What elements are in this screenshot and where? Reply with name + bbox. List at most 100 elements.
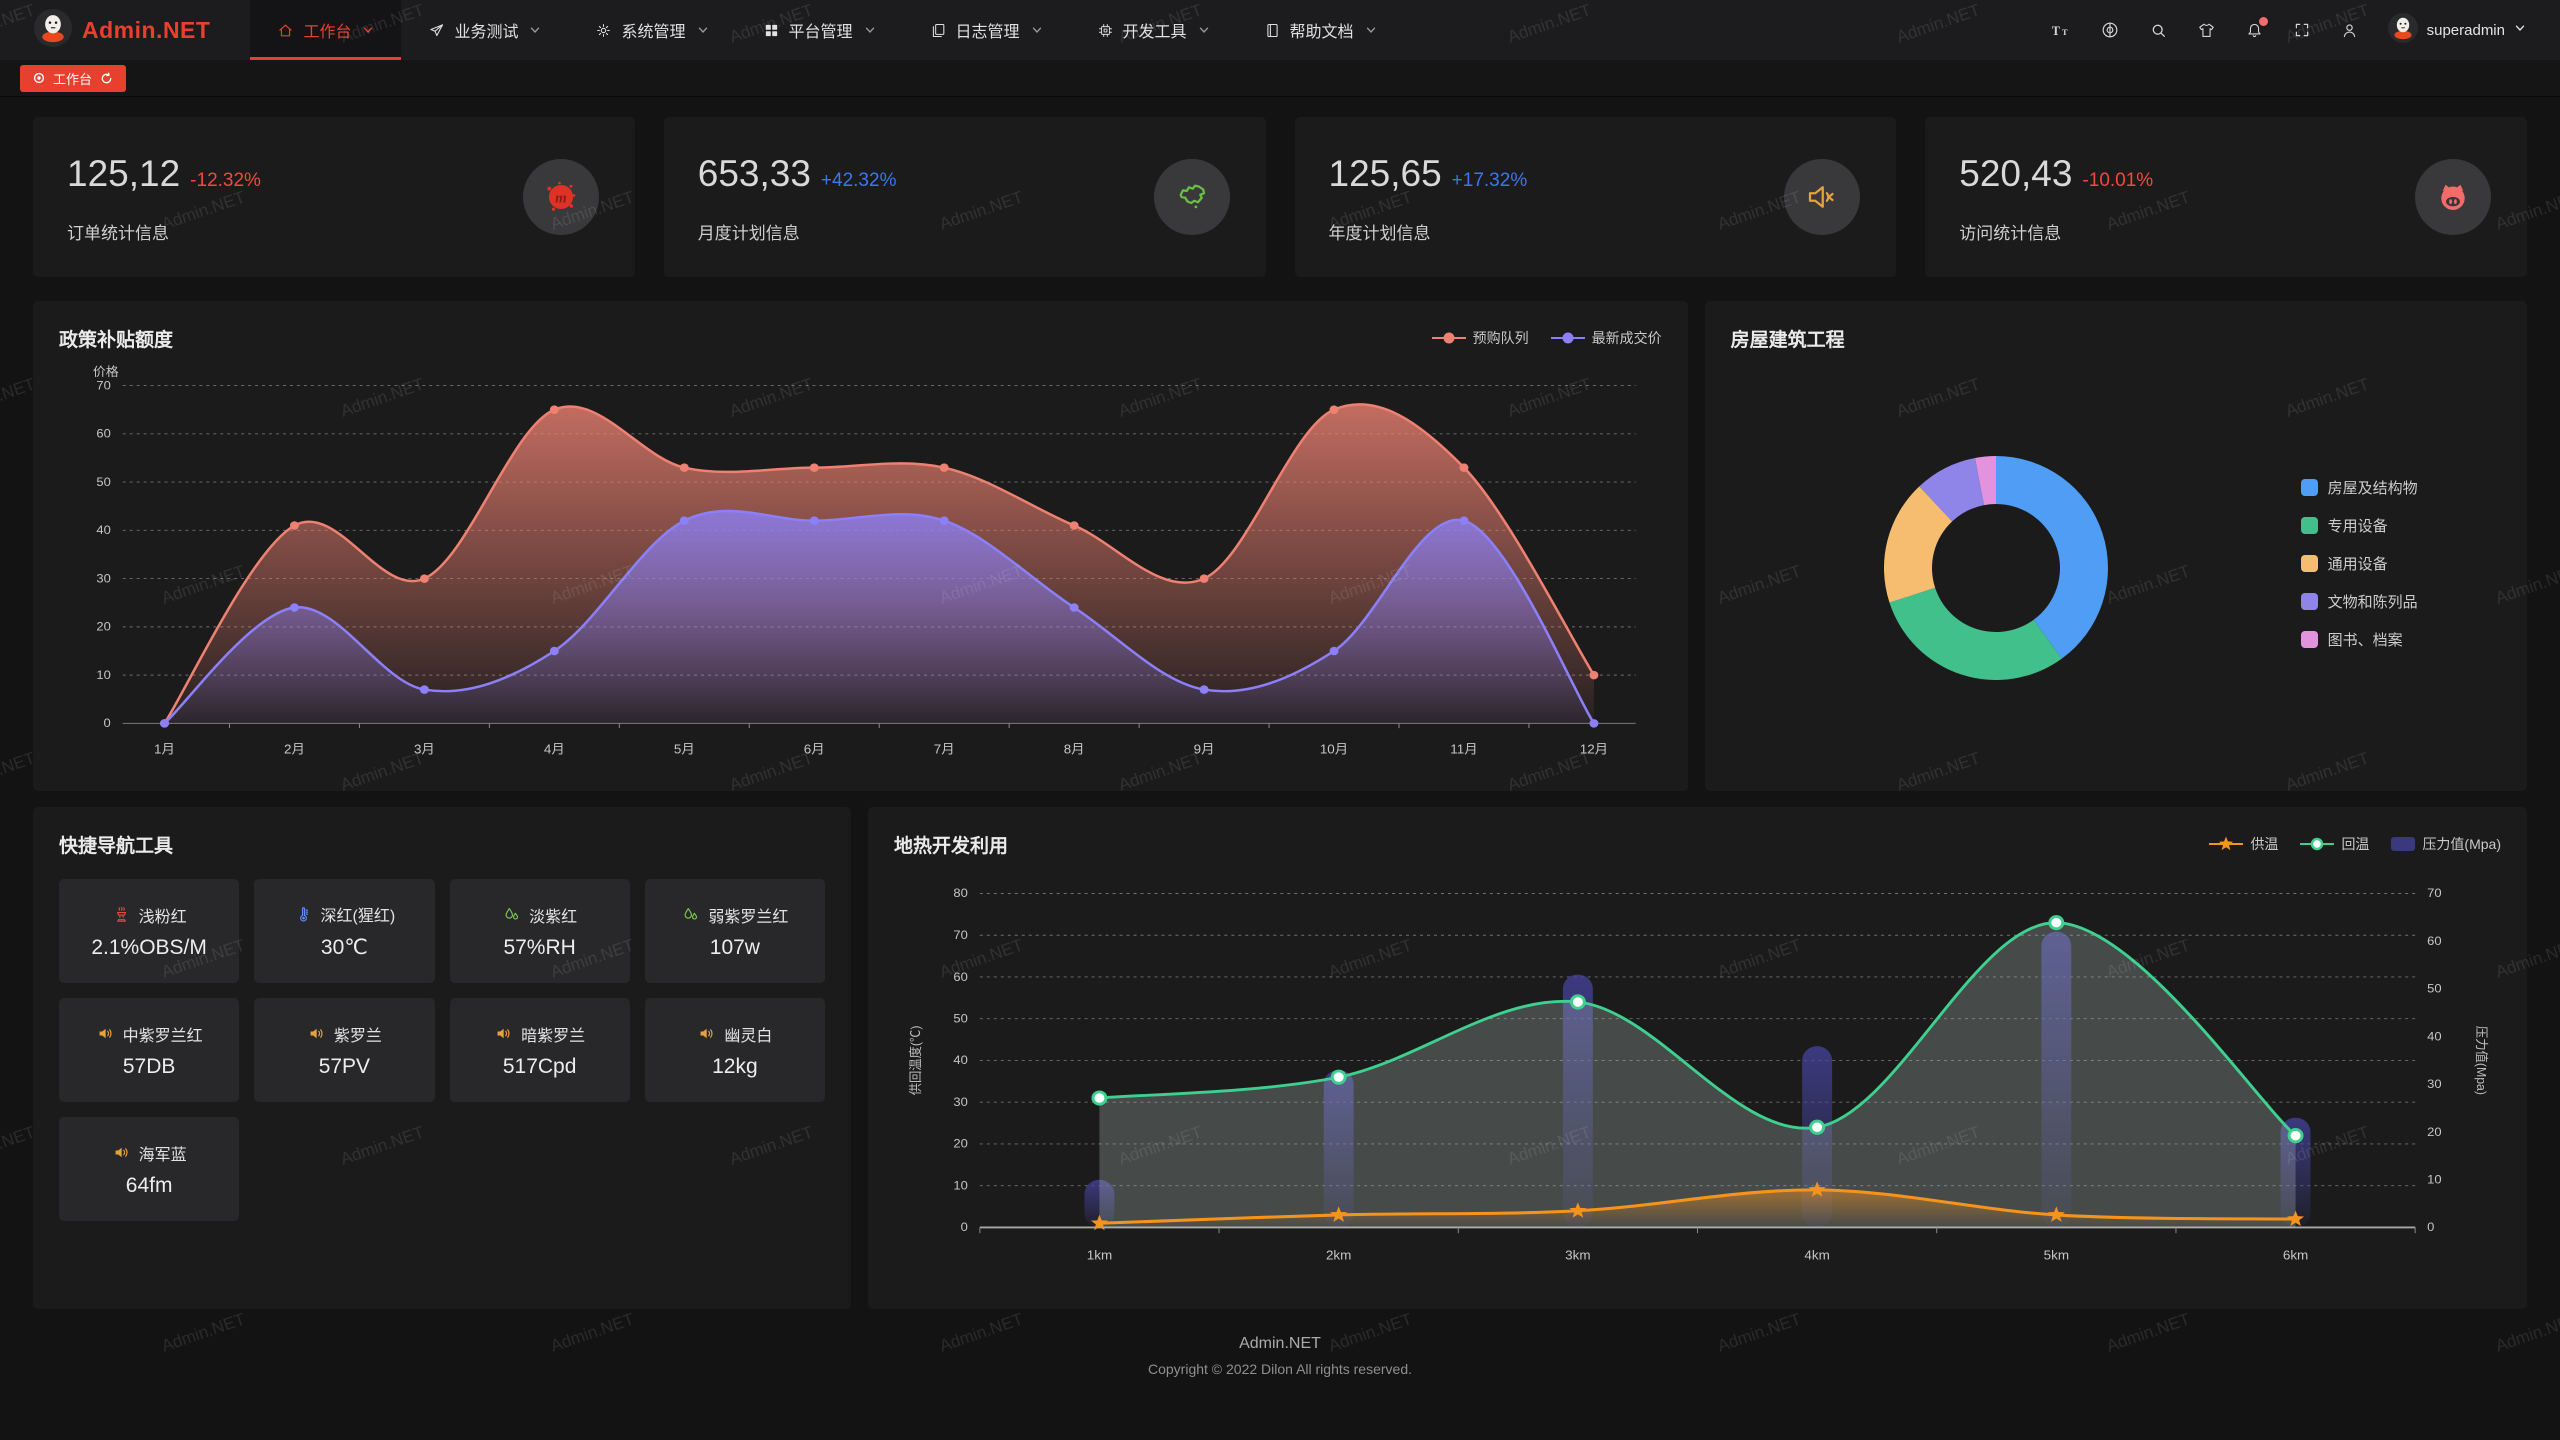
stat-value: 125,65 — [1328, 153, 1442, 194]
theme-icon[interactable] — [2197, 21, 2216, 40]
stat-card: 653,33 +42.32% 月度计划信息 — [663, 117, 1266, 277]
svg-text:5km: 5km — [2044, 1248, 2069, 1263]
nav-item-2[interactable]: 系统管理 — [568, 0, 735, 60]
chevron-down-icon — [697, 24, 709, 36]
geothermal-chart[interactable]: 0 10 20 30 40 50 60 70 80 0 10 20 30 40 50 60 70 1km 2km 3k… — [894, 865, 2501, 1273]
quick-nav-card[interactable]: 深红(猩红) 30℃ — [254, 879, 435, 983]
fullscreen-icon[interactable] — [2293, 21, 2311, 39]
quick-nav-value: 57DB — [122, 1054, 176, 1078]
legend-item[interactable]: 专用设备 — [2300, 515, 2418, 536]
quick-nav-value: 107w — [709, 935, 760, 959]
svg-text:3km: 3km — [1565, 1248, 1590, 1263]
legend-item[interactable]: 最新成交价 — [1550, 328, 1662, 348]
svg-text:70: 70 — [953, 928, 967, 942]
stat-label: 订单统计信息 — [67, 224, 169, 243]
stat-card: 125,65 +17.32% 年度计划信息 — [1294, 117, 1897, 277]
tab-workbench[interactable]: 工作台 — [20, 64, 127, 92]
svg-text:60: 60 — [953, 970, 967, 984]
legend-item[interactable]: 预购队列 — [1431, 328, 1529, 348]
quick-nav-value: 64fm — [125, 1173, 173, 1197]
legend-item[interactable]: 供温 — [2209, 834, 2278, 854]
svg-text:11月: 11月 — [1450, 742, 1477, 757]
svg-text:10: 10 — [953, 1179, 967, 1193]
chevron-down-icon — [864, 24, 876, 36]
geothermal-panel: 地热开发利用 供温 回温 压力值(Mpa) 0 10 20 30 40 50 60 70 80 0 10… — [868, 807, 2527, 1309]
quick-nav-card[interactable]: 中紫罗兰红 57DB — [59, 998, 240, 1102]
home-icon — [277, 22, 294, 39]
panel-title: 快捷导航工具 — [59, 835, 174, 857]
svg-text:0: 0 — [2427, 1221, 2434, 1235]
refresh-icon[interactable] — [100, 72, 113, 85]
legend-item[interactable]: 图书、档案 — [2300, 629, 2418, 650]
nav-item-5[interactable]: 开发工具 — [1070, 0, 1237, 60]
speaker-icon — [112, 1143, 131, 1162]
stat-label: 访问统计信息 — [1959, 224, 2062, 243]
svg-text:6km: 6km — [2283, 1248, 2308, 1263]
legend-item[interactable]: 通用设备 — [2300, 553, 2418, 574]
legend-swatch — [2300, 478, 2318, 496]
quick-nav-card[interactable]: 紫罗兰 57PV — [254, 998, 435, 1102]
legend-item[interactable]: 房屋及结构物 — [2300, 477, 2418, 498]
charts-row: 政策补贴额度 预购队列 最新成交价 0 10 20 30 40 50 60 70 价格 1月 2月 3… — [33, 301, 2527, 791]
quick-nav-card[interactable]: 海军蓝 64fm — [59, 1117, 240, 1221]
legend-item[interactable]: 回温 — [2300, 834, 2369, 854]
svg-text:5月: 5月 — [674, 742, 695, 757]
person-icon[interactable] — [2340, 21, 2359, 40]
donut-legend: 房屋及结构物 专用设备 通用设备 文物和陈列品 图书、档案 — [2300, 477, 2418, 650]
svg-text:8月: 8月 — [1064, 742, 1085, 757]
speaker-icon — [96, 1024, 115, 1043]
nav-item-1[interactable]: 业务测试 — [401, 0, 568, 60]
nav-item-6[interactable]: 帮助文档 — [1237, 0, 1404, 60]
nav-item-3[interactable]: 平台管理 — [736, 0, 903, 60]
quick-nav-card[interactable]: 浅粉红 2.1%OBS/M — [59, 879, 240, 983]
quick-nav-value: 30℃ — [320, 936, 368, 959]
nav-item-label: 开发工具 — [1122, 24, 1187, 41]
tab-label: 工作台 — [53, 71, 93, 87]
nav-item-4[interactable]: 日志管理 — [903, 0, 1070, 60]
svg-text:20: 20 — [2427, 1125, 2441, 1139]
legend-item[interactable]: 文物和陈列品 — [2300, 591, 2418, 612]
quick-nav-card[interactable]: 幽灵白 12kg — [644, 998, 825, 1102]
building-donut-chart[interactable] — [1771, 363, 2241, 763]
stat-label: 年度计划信息 — [1328, 224, 1431, 243]
gear-icon — [595, 22, 612, 39]
svg-text:1km: 1km — [1087, 1248, 1112, 1263]
quick-nav-value: 57%RH — [503, 935, 576, 959]
stat-value: 520,43 — [1959, 153, 2073, 194]
svg-text:T: T — [2051, 23, 2059, 37]
user-menu[interactable]: superadmin — [2387, 12, 2526, 48]
quick-nav-card[interactable]: 弱紫罗兰红 107w — [644, 879, 825, 983]
bell-icon[interactable] — [2245, 16, 2268, 40]
nav-item-0[interactable]: 工作台 — [250, 0, 402, 60]
quick-nav-card[interactable]: 暗紫罗兰 517Cpd — [449, 998, 630, 1102]
speaker-icon — [307, 1024, 326, 1043]
locale-icon[interactable] — [2100, 20, 2120, 40]
search-icon[interactable] — [2149, 21, 2168, 40]
svg-text:12月: 12月 — [1580, 742, 1608, 757]
svg-text:40: 40 — [953, 1054, 967, 1068]
quick-nav-card[interactable]: 淡紫红 57%RH — [449, 879, 630, 983]
svg-text:0: 0 — [961, 1221, 968, 1235]
footer-copyright: Copyright © 2022 Dilon All rights reserv… — [1148, 1361, 1412, 1377]
chevron-down-icon — [362, 24, 374, 36]
legend-label: 压力值(Mpa) — [2422, 836, 2501, 852]
quick-nav-name: 海军蓝 — [138, 1146, 187, 1164]
svg-text:40: 40 — [2427, 1030, 2441, 1044]
svg-text:70: 70 — [96, 379, 110, 393]
book-icon — [1264, 22, 1281, 39]
quick-nav-name: 暗紫罗兰 — [521, 1027, 586, 1045]
legend-label: 预购队列 — [1472, 330, 1529, 346]
svg-text:7月: 7月 — [934, 742, 955, 757]
policy-subsidy-panel: 政策补贴额度 预购队列 最新成交价 0 10 20 30 40 50 60 70 价格 1月 2月 3… — [33, 301, 1688, 791]
footer: Admin.NET Copyright © 2022 Dilon All rig… — [33, 1335, 2527, 1377]
username: superadmin — [2426, 21, 2505, 39]
speaker-icon — [494, 1024, 513, 1043]
nav-item-label: 工作台 — [303, 24, 352, 41]
legend-item[interactable]: 压力值(Mpa) — [2391, 834, 2501, 854]
speaker-icon — [697, 1024, 716, 1043]
logo[interactable]: Admin.NET — [0, 0, 250, 60]
legend-label: 图书、档案 — [2327, 631, 2403, 649]
